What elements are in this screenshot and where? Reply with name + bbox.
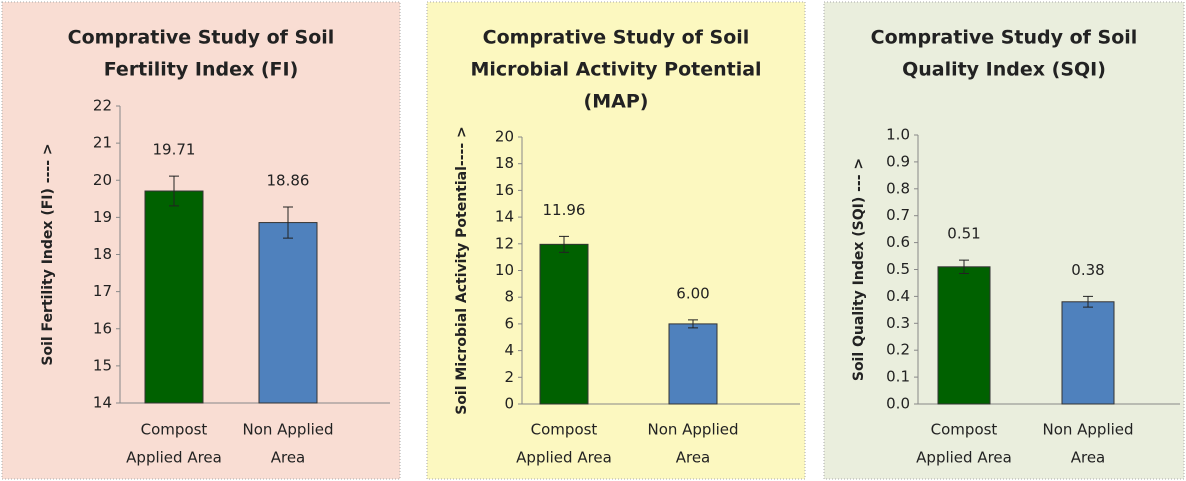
value-label: 0.51 [947, 225, 980, 243]
y-axis-label: Soil Fertility Index (FI) ---- > [40, 143, 56, 365]
x-tick-label: Compost [931, 421, 998, 439]
value-label: 6.00 [676, 284, 709, 302]
chart-title: Fertility Index (FI) [104, 59, 299, 81]
x-tick-label: Applied Area [126, 449, 222, 467]
y-tick-label: 16 [495, 181, 514, 199]
y-tick-label: 16 [93, 319, 112, 337]
y-tick-label: 0.7 [886, 206, 910, 224]
error-bar [688, 319, 698, 329]
bar [668, 323, 718, 405]
chart-title: Comprative Study of Soil [483, 27, 750, 49]
bar [539, 243, 589, 405]
y-tick-label: 14 [495, 208, 514, 226]
x-tick-label: Area [271, 449, 306, 467]
y-tick-label: 0 [504, 395, 514, 413]
y-tick-label: 15 [93, 356, 112, 374]
y-tick-label: 0.0 [886, 395, 910, 413]
y-tick-label: 0.4 [886, 287, 910, 305]
x-tick-label: Applied Area [916, 449, 1012, 467]
value-label: 19.71 [153, 141, 196, 159]
y-tick-label: 0.5 [886, 260, 910, 278]
x-tick-label: Non Applied [647, 421, 738, 439]
chart-title: Quality Index (SQI) [902, 59, 1106, 81]
y-tick-label: 18 [495, 154, 514, 172]
value-label: 18.86 [267, 171, 310, 189]
y-tick-label: 2 [504, 368, 514, 386]
y-tick-label: 17 [93, 282, 112, 300]
x-tick-label: Non Applied [242, 421, 333, 439]
bar [1061, 301, 1115, 405]
y-axis-label: Soil Quality Index (SQI) --- > [851, 158, 867, 381]
y-tick-label: 21 [93, 134, 112, 152]
y-tick-label: 0.9 [886, 152, 910, 170]
y-tick-label: 14 [93, 394, 112, 412]
x-tick-label: Non Applied [1042, 421, 1133, 439]
y-axis-label: Soil Microbial Activity Potential---- > [454, 126, 470, 415]
x-tick-label: Area [676, 449, 711, 467]
error-bar [169, 175, 179, 207]
chart-title: Comprative Study of Soil [68, 27, 335, 49]
error-bar [1083, 295, 1093, 308]
y-tick-label: 6 [504, 314, 514, 332]
error-bar [959, 259, 969, 275]
y-tick-label: 20 [495, 128, 514, 146]
error-bar [559, 235, 569, 253]
chart-title: (MAP) [584, 91, 649, 113]
y-tick-label: 0.2 [886, 341, 910, 359]
bar [258, 222, 318, 404]
y-tick-label: 20 [93, 171, 112, 189]
y-tick-label: 0.3 [886, 314, 910, 332]
panel [823, 1, 1185, 480]
y-tick-label: 22 [93, 97, 112, 115]
x-tick-label: Compost [141, 421, 208, 439]
y-tick-label: 0.6 [886, 233, 910, 251]
x-tick-label: Area [1071, 449, 1106, 467]
value-label: 11.96 [543, 201, 586, 219]
y-tick-label: 12 [495, 234, 514, 252]
y-tick-label: 4 [504, 341, 514, 359]
y-tick-label: 0.8 [886, 179, 910, 197]
y-tick-label: 19 [93, 208, 112, 226]
y-tick-label: 1.0 [886, 126, 910, 144]
value-label: 0.38 [1071, 261, 1104, 279]
bar [144, 190, 204, 404]
chart-title: Microbial Activity Potential [470, 59, 761, 81]
x-tick-label: Compost [531, 421, 598, 439]
error-bar [283, 206, 293, 239]
bar [937, 266, 991, 405]
y-tick-label: 8 [504, 288, 514, 306]
x-tick-label: Applied Area [516, 449, 612, 467]
y-tick-label: 0.1 [886, 368, 910, 386]
chart-title: Comprative Study of Soil [871, 27, 1138, 49]
y-tick-label: 18 [93, 245, 112, 263]
panel [426, 1, 806, 480]
y-tick-label: 10 [495, 261, 514, 279]
